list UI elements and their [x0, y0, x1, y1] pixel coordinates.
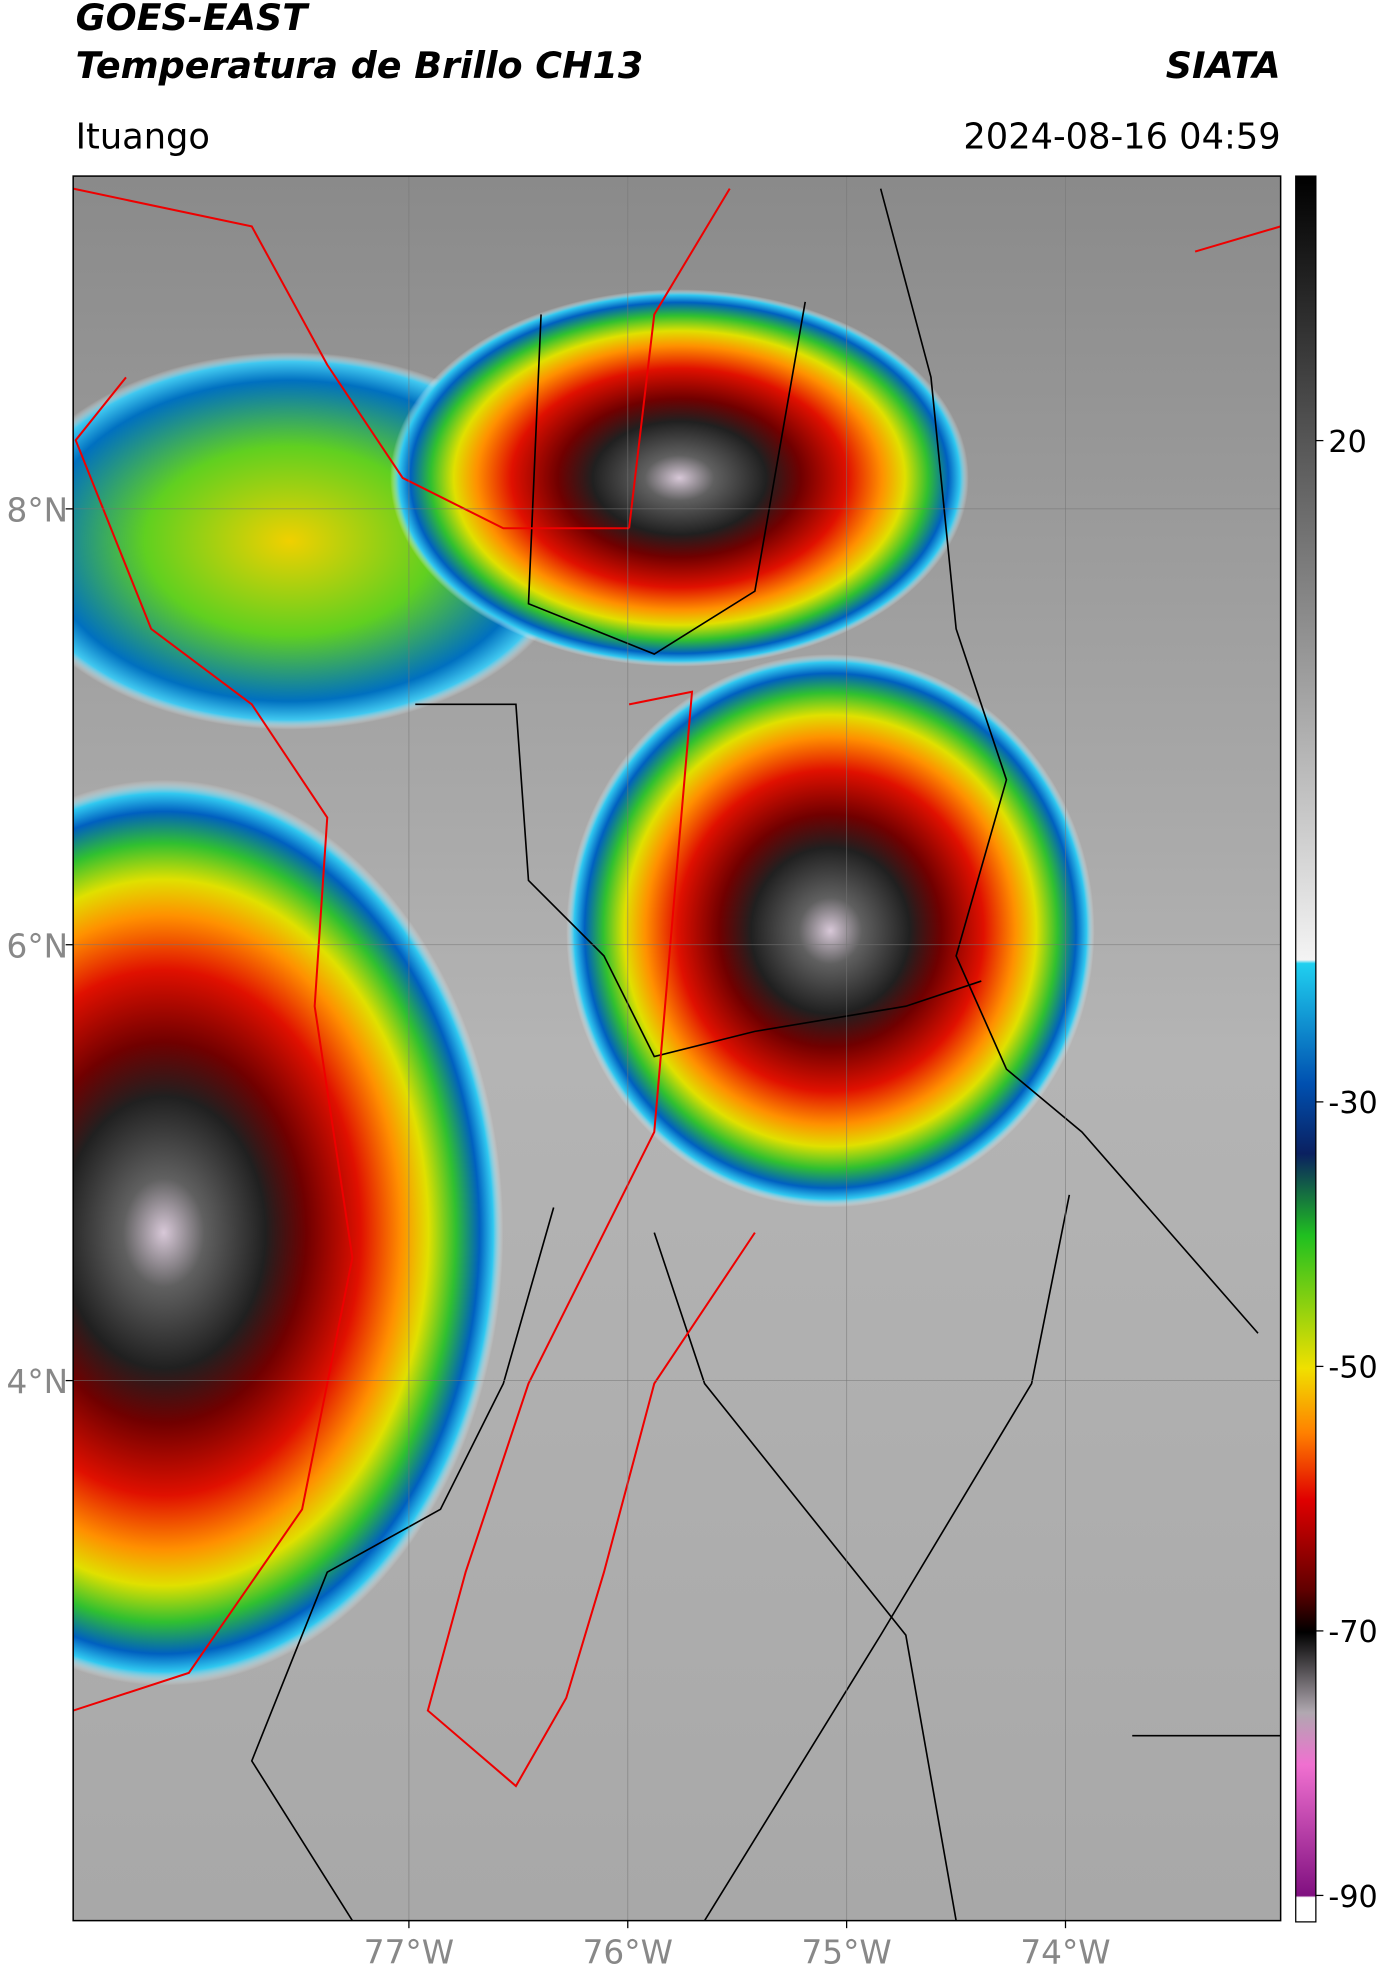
datetime: 2024-08-16 04:59: [963, 116, 1280, 157]
colorbar-tick-label: -50: [1328, 1351, 1377, 1386]
y-tick-label: 6°N: [7, 927, 69, 965]
subtitle: Temperatura de Brillo CH13: [76, 44, 644, 87]
title: GOES-EAST: [76, 0, 311, 39]
colorbar: [1295, 175, 1317, 1923]
x-tick-label: 76°W: [583, 1933, 673, 1971]
y-tick-label: 8°N: [7, 491, 69, 529]
x-tick-label: 75°W: [802, 1933, 892, 1971]
map-frame: [72, 175, 1282, 1922]
location: Ituango: [76, 116, 210, 157]
x-tick-label: 74°W: [1020, 1933, 1110, 1971]
gridlines: [73, 176, 1281, 1921]
colorbar-tick-label: 20: [1328, 425, 1366, 460]
x-tick-label: 77°W: [364, 1933, 454, 1971]
y-tick-label: 4°N: [7, 1363, 69, 1401]
source: SIATA: [1166, 44, 1281, 87]
colorbar-tick-label: -30: [1328, 1086, 1377, 1121]
colorbar-tick-label: -70: [1328, 1615, 1377, 1650]
imagery: [73, 176, 1281, 1921]
colorbar-tick-label: -90: [1328, 1880, 1377, 1915]
